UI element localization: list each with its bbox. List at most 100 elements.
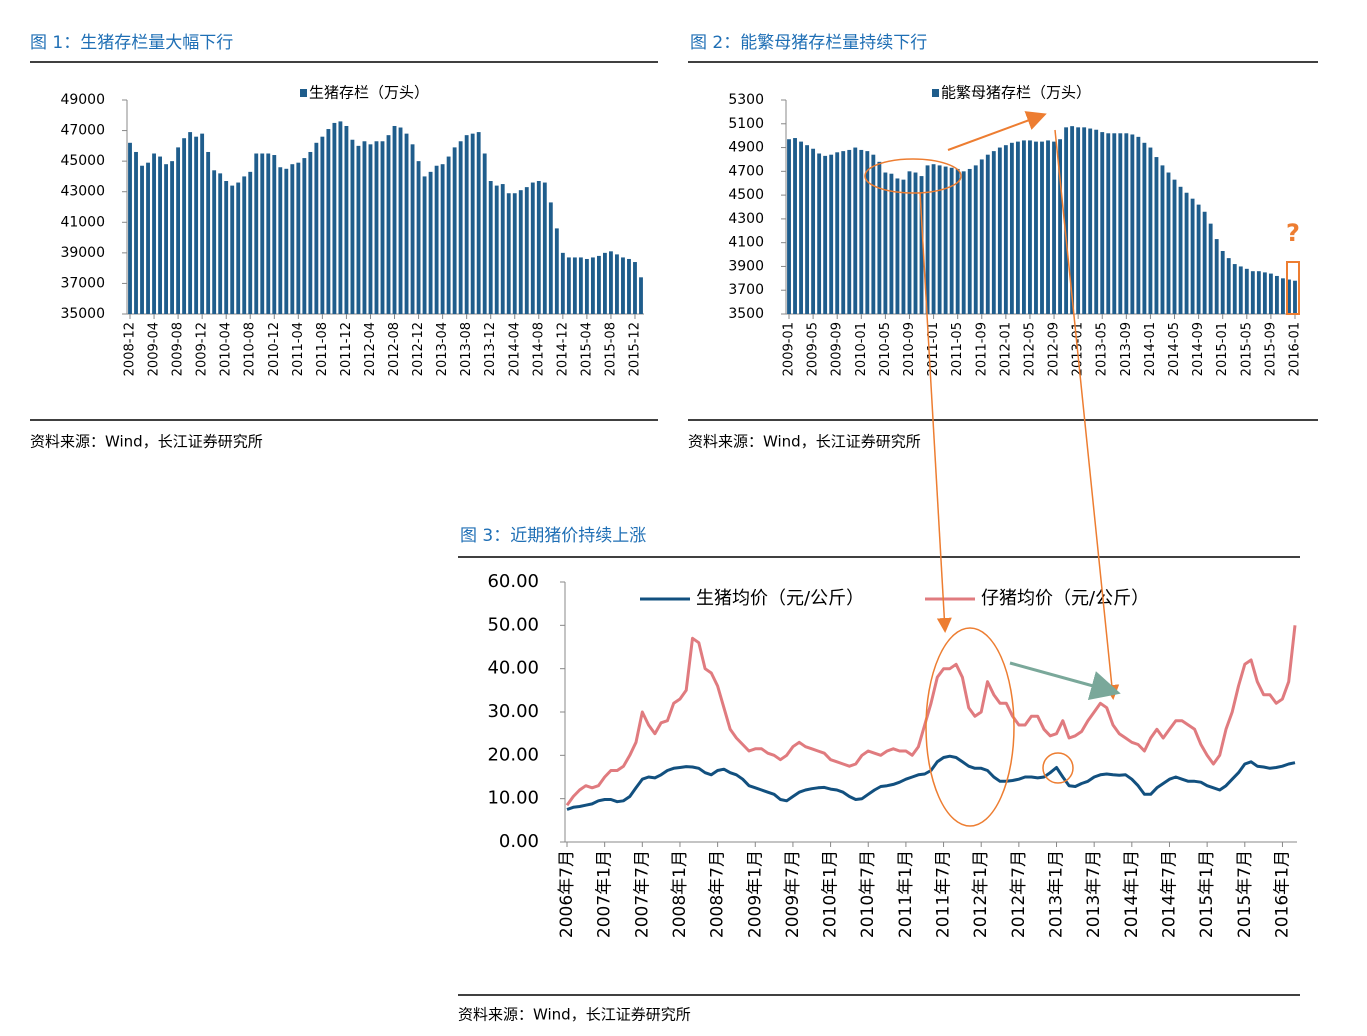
bar [627,258,631,314]
bar [865,151,870,314]
y-tick-label: 4900 [728,140,764,156]
legend-swatch [932,89,939,97]
x-tick-label: 2014年7月 [1159,850,1179,938]
bar [1040,141,1044,314]
bar [230,185,235,314]
bar [1208,223,1213,314]
arrow [919,191,952,633]
bar [344,125,349,314]
bar [206,151,211,314]
bar [961,171,966,314]
bar [793,138,797,314]
bar [621,257,625,314]
x-tick-label: 2013-04 [435,322,450,376]
x-tick-label: 2007年7月 [632,850,652,938]
x-tick-label: 2012-01 [998,322,1013,376]
bar [985,154,990,314]
x-tick-label: 2009-05 [806,322,821,376]
x-tick-label: 2012-08 [387,322,402,376]
x-tick-label: 2010-12 [267,322,282,376]
bar [805,145,810,314]
bar [925,165,930,314]
bar [823,155,828,314]
bar [164,164,168,314]
x-tick-label: 2010年7月 [858,850,878,938]
bar [787,139,791,314]
x-tick-label: 2012-05 [1022,322,1037,376]
x-tick-label: 2011年1月 [896,850,916,938]
bar [835,152,840,314]
legend-label: 仔猪均价（元/公斤） [981,588,1149,609]
y-tick-label: 20.00 [487,744,539,765]
x-tick-label: 2010-08 [243,322,258,376]
bar [847,149,852,314]
bar [296,162,301,314]
bar [1293,280,1297,314]
y-tick-label: 47000 [60,123,105,139]
bar [596,255,601,314]
bar [434,165,439,314]
y-tick-label: 30.00 [487,701,539,722]
bar [284,168,289,314]
bar [1232,264,1237,314]
bar [152,153,156,314]
bar [973,165,978,314]
bar [428,171,433,314]
x-tick-label: 2013年7月 [1084,850,1104,938]
bar [458,141,463,314]
bar [1076,127,1081,314]
bar [440,164,445,314]
bar [853,147,858,314]
annotation: ? [1286,219,1300,247]
x-tick-label: 2016-01 [1287,322,1302,376]
x-tick-label: 2011-12 [339,322,354,376]
bar [560,252,565,314]
bar [326,129,331,314]
y-tick-label: 41000 [60,214,105,230]
bar [242,176,247,314]
x-tick-label: 2012年7月 [1009,850,1029,938]
bar [422,176,427,314]
x-tick-label: 2011-09 [974,322,989,376]
bar [919,176,924,314]
bar [1154,157,1159,314]
bar [128,142,132,314]
x-tick-label: 2011年7月 [934,850,954,938]
legend-label: 生猪存栏（万头） [309,84,429,102]
bar [615,254,619,314]
bar [590,257,595,314]
bar [1256,271,1261,314]
bar [464,135,469,314]
bar [410,144,415,314]
bar [1160,165,1165,314]
x-tick-label: 2008年1月 [670,850,690,938]
y-tick-label: 37000 [60,275,105,291]
bar [633,262,637,314]
bar [829,154,834,314]
bar [494,185,499,314]
y-tick-label: 10.00 [487,788,539,809]
y-tick-label: 4500 [728,187,764,203]
arrow [1054,129,1120,700]
y-tick-label: 40.00 [487,658,539,679]
bar [1009,142,1014,314]
bar [1172,179,1177,314]
bar [572,257,577,314]
legend-label: 能繁母猪存栏（万头） [941,84,1091,102]
chart-title: 图 2：能繁母猪存栏量持续下行 [690,33,927,53]
bar [290,164,295,314]
x-tick-label: 2014-04 [507,322,522,376]
bar [859,149,864,314]
bar [530,182,535,314]
bar [506,193,511,314]
y-tick-label: 49000 [60,92,105,108]
bar [1100,132,1105,314]
bar [302,158,307,314]
bar [584,258,589,314]
bar [176,147,181,314]
bar [1028,140,1032,314]
bar [200,133,205,314]
x-tick-label: 2015年7月 [1235,850,1255,938]
bar [991,151,996,314]
bar [1166,172,1171,314]
